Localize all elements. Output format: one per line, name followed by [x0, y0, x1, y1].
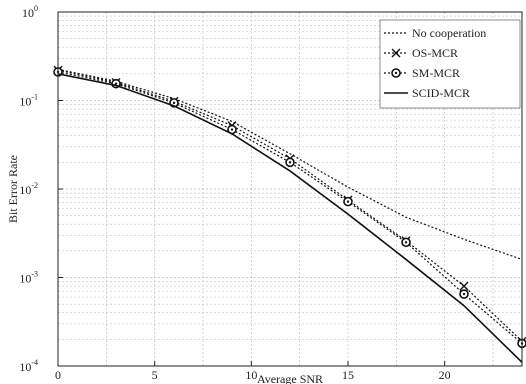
- x-tick-label: 20: [439, 368, 451, 382]
- legend-label: OS-MCR: [412, 46, 458, 60]
- data-point: [346, 200, 350, 203]
- y-axis-label: Bit Error Rate: [6, 155, 20, 223]
- y-axis: 100 10-1 10-2 10-3 10-4: [19, 4, 63, 374]
- x-tick-label: 15: [342, 368, 354, 382]
- y-tick-label: 10-4: [19, 358, 38, 374]
- series-line: [57, 73, 523, 363]
- data-point: [114, 82, 118, 85]
- data-point: [288, 161, 292, 164]
- y-tick-label: 10-3: [19, 270, 38, 286]
- x-tick-label: 5: [152, 368, 158, 382]
- series-line: [57, 68, 523, 261]
- legend-label: No cooperation: [412, 26, 486, 40]
- legend-label: SCID-MCR: [412, 86, 470, 100]
- data-point: [230, 128, 234, 131]
- x-tick-label: 0: [55, 368, 61, 382]
- x-axis: 0 5 10 15 20: [55, 361, 451, 382]
- x-tick-label: 10: [245, 368, 257, 382]
- y-tick-label: 10-1: [19, 93, 38, 109]
- legend-marker: [391, 48, 401, 58]
- series-layer: [53, 65, 526, 363]
- legend: No cooperation OS-MCR SM-MCR SCID-MCR: [379, 19, 521, 109]
- data-point: [459, 281, 469, 291]
- data-point: [462, 292, 466, 296]
- y-tick-label: 10-2: [19, 181, 38, 197]
- data-point: [404, 241, 408, 244]
- legend-label: SM-MCR: [412, 66, 460, 80]
- y-tick-label: 100: [22, 4, 38, 20]
- legend-marker: [394, 71, 398, 75]
- series-2: [53, 67, 526, 349]
- data-point: [172, 101, 176, 105]
- x-axis-label: Average SNR: [257, 372, 323, 384]
- series-0: [57, 68, 523, 261]
- series-3: [57, 73, 523, 363]
- grid: [57, 12, 522, 367]
